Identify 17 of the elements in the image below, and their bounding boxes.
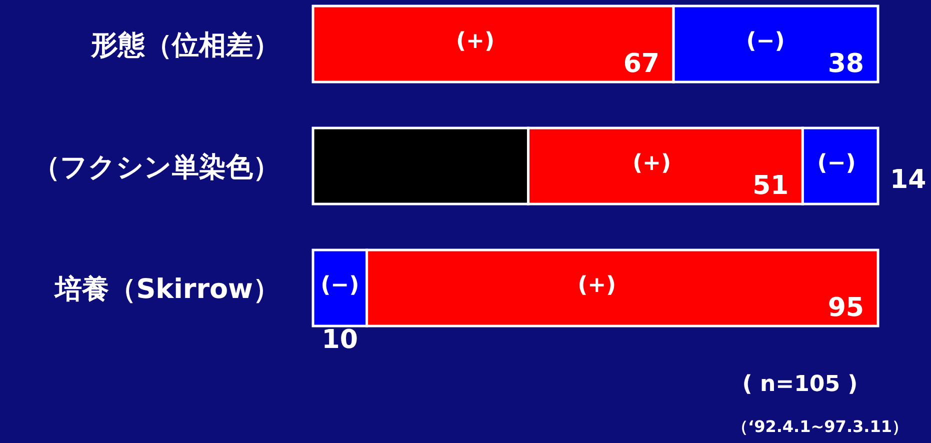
data-label: 14 (890, 165, 926, 195)
data-label: 10 (322, 325, 358, 355)
data-label: 51 (752, 171, 789, 201)
y-tick-label: 形態（位相差） (90, 30, 280, 61)
text: ( n=105 ) (742, 372, 858, 397)
text: （‘92.4.1~97.3.11） (732, 417, 908, 436)
text: (+) (632, 151, 672, 176)
data-label: 95 (828, 293, 864, 323)
y-tick-label: 培養（Skirrow） (53, 274, 280, 305)
text: (−) (746, 29, 785, 54)
series-label: (−) (817, 151, 856, 176)
series-label: (−) (320, 273, 360, 298)
data-label: 67 (623, 49, 660, 79)
y-tick-label: （フクシン単染色） (33, 152, 280, 183)
series-label: (+) (456, 29, 495, 54)
text: (+) (578, 273, 616, 298)
data-label: 38 (828, 49, 864, 79)
